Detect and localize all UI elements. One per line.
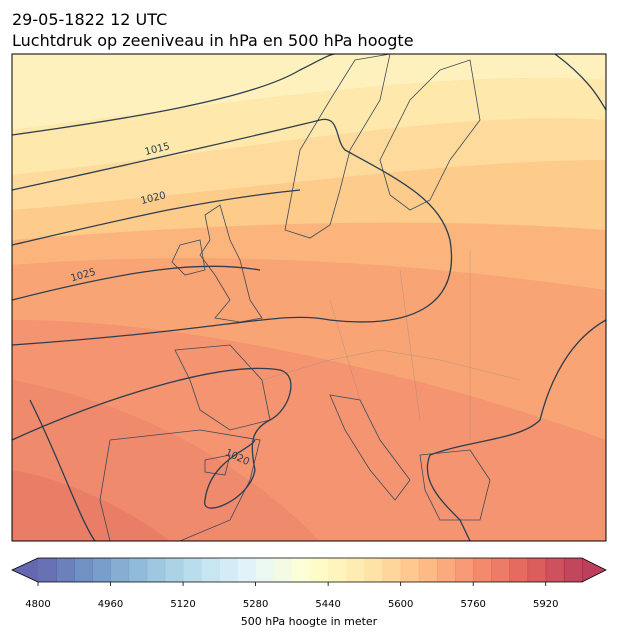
- coastline: [99, 429, 261, 541]
- coastline: [204, 454, 231, 476]
- colorbar-band: [201, 558, 220, 582]
- colorbar-band: [418, 558, 438, 582]
- isobar: [426, 319, 606, 541]
- colorbar-tick-label: 5760: [460, 599, 485, 610]
- colorbar-band: [146, 558, 166, 582]
- colorbar-tick-label: 5920: [533, 599, 558, 610]
- isobar: [12, 118, 452, 346]
- colorbar-band: [291, 558, 311, 582]
- colorbar-band: [74, 558, 93, 582]
- field-band: [12, 118, 606, 210]
- colorbar-band: [400, 558, 420, 582]
- colorbar-band: [56, 558, 75, 582]
- colorbar-tick-label: 5120: [170, 599, 195, 610]
- coastline: [379, 59, 481, 211]
- colorbar-band: [509, 558, 529, 582]
- colorbar-band: [38, 558, 57, 582]
- colorbar-band: [183, 558, 202, 582]
- colorbar-band: [310, 558, 329, 582]
- colorbar-band: [563, 558, 583, 582]
- colorbar-band: [273, 558, 293, 582]
- colorbar-band: [128, 558, 148, 582]
- colorbar-band: [455, 558, 474, 582]
- colorbar: 4800 4960 5120 5280 5440 5600 5760 5920: [11, 557, 607, 610]
- colorbar-extend-low: [12, 558, 38, 582]
- colorbar-band: [491, 558, 510, 582]
- colorbar-band: [545, 558, 565, 582]
- title-subtitle: Luchtdruk op zeeniveau in hPa en 500 hPa…: [12, 31, 414, 50]
- field-band: [12, 78, 606, 175]
- coastline: [419, 449, 491, 521]
- colorbar-band: [110, 558, 130, 582]
- colorbar-band: [364, 558, 384, 582]
- colorbar-band: [382, 558, 402, 582]
- colorbar-extend-high: [582, 558, 606, 582]
- coastline: [171, 239, 206, 276]
- colorbar-tick-label: 4800: [25, 599, 50, 610]
- colorbar-band: [346, 558, 365, 582]
- colorbar-tick-label: 5600: [388, 599, 413, 610]
- field-band: [12, 470, 170, 541]
- coastline: [174, 344, 271, 431]
- isobar: [12, 54, 336, 136]
- colorbar-band: [237, 558, 257, 582]
- colorbar-band: [473, 558, 492, 582]
- coastline: [329, 394, 411, 501]
- coastline: [284, 54, 391, 239]
- title-date: 29-05-1822 12 UTC: [12, 10, 167, 29]
- colorbar-band: [255, 558, 275, 582]
- colorbar-tick-label: 5280: [243, 599, 268, 610]
- colorbar-tick-label: 5440: [315, 599, 340, 610]
- colorbar-outline: [11, 557, 607, 583]
- colorbar-band: [436, 558, 456, 582]
- colorbar-band: [219, 558, 238, 582]
- colorbar-label: 500 hPa hoogte in meter: [241, 615, 378, 628]
- isobar: [12, 367, 292, 509]
- colorbar-tick-label: 4960: [98, 599, 123, 610]
- colorbar-band: [164, 558, 184, 582]
- colorbar-band: [328, 558, 347, 582]
- colorbar-band: [527, 558, 547, 582]
- colorbar-band: [92, 558, 112, 582]
- isobar: [12, 189, 301, 246]
- isobar: [29, 399, 96, 541]
- isobar: [554, 54, 606, 111]
- isobar: [12, 265, 261, 301]
- map-frame: [11, 53, 607, 542]
- country-border: [261, 250, 521, 440]
- map: [12, 54, 606, 541]
